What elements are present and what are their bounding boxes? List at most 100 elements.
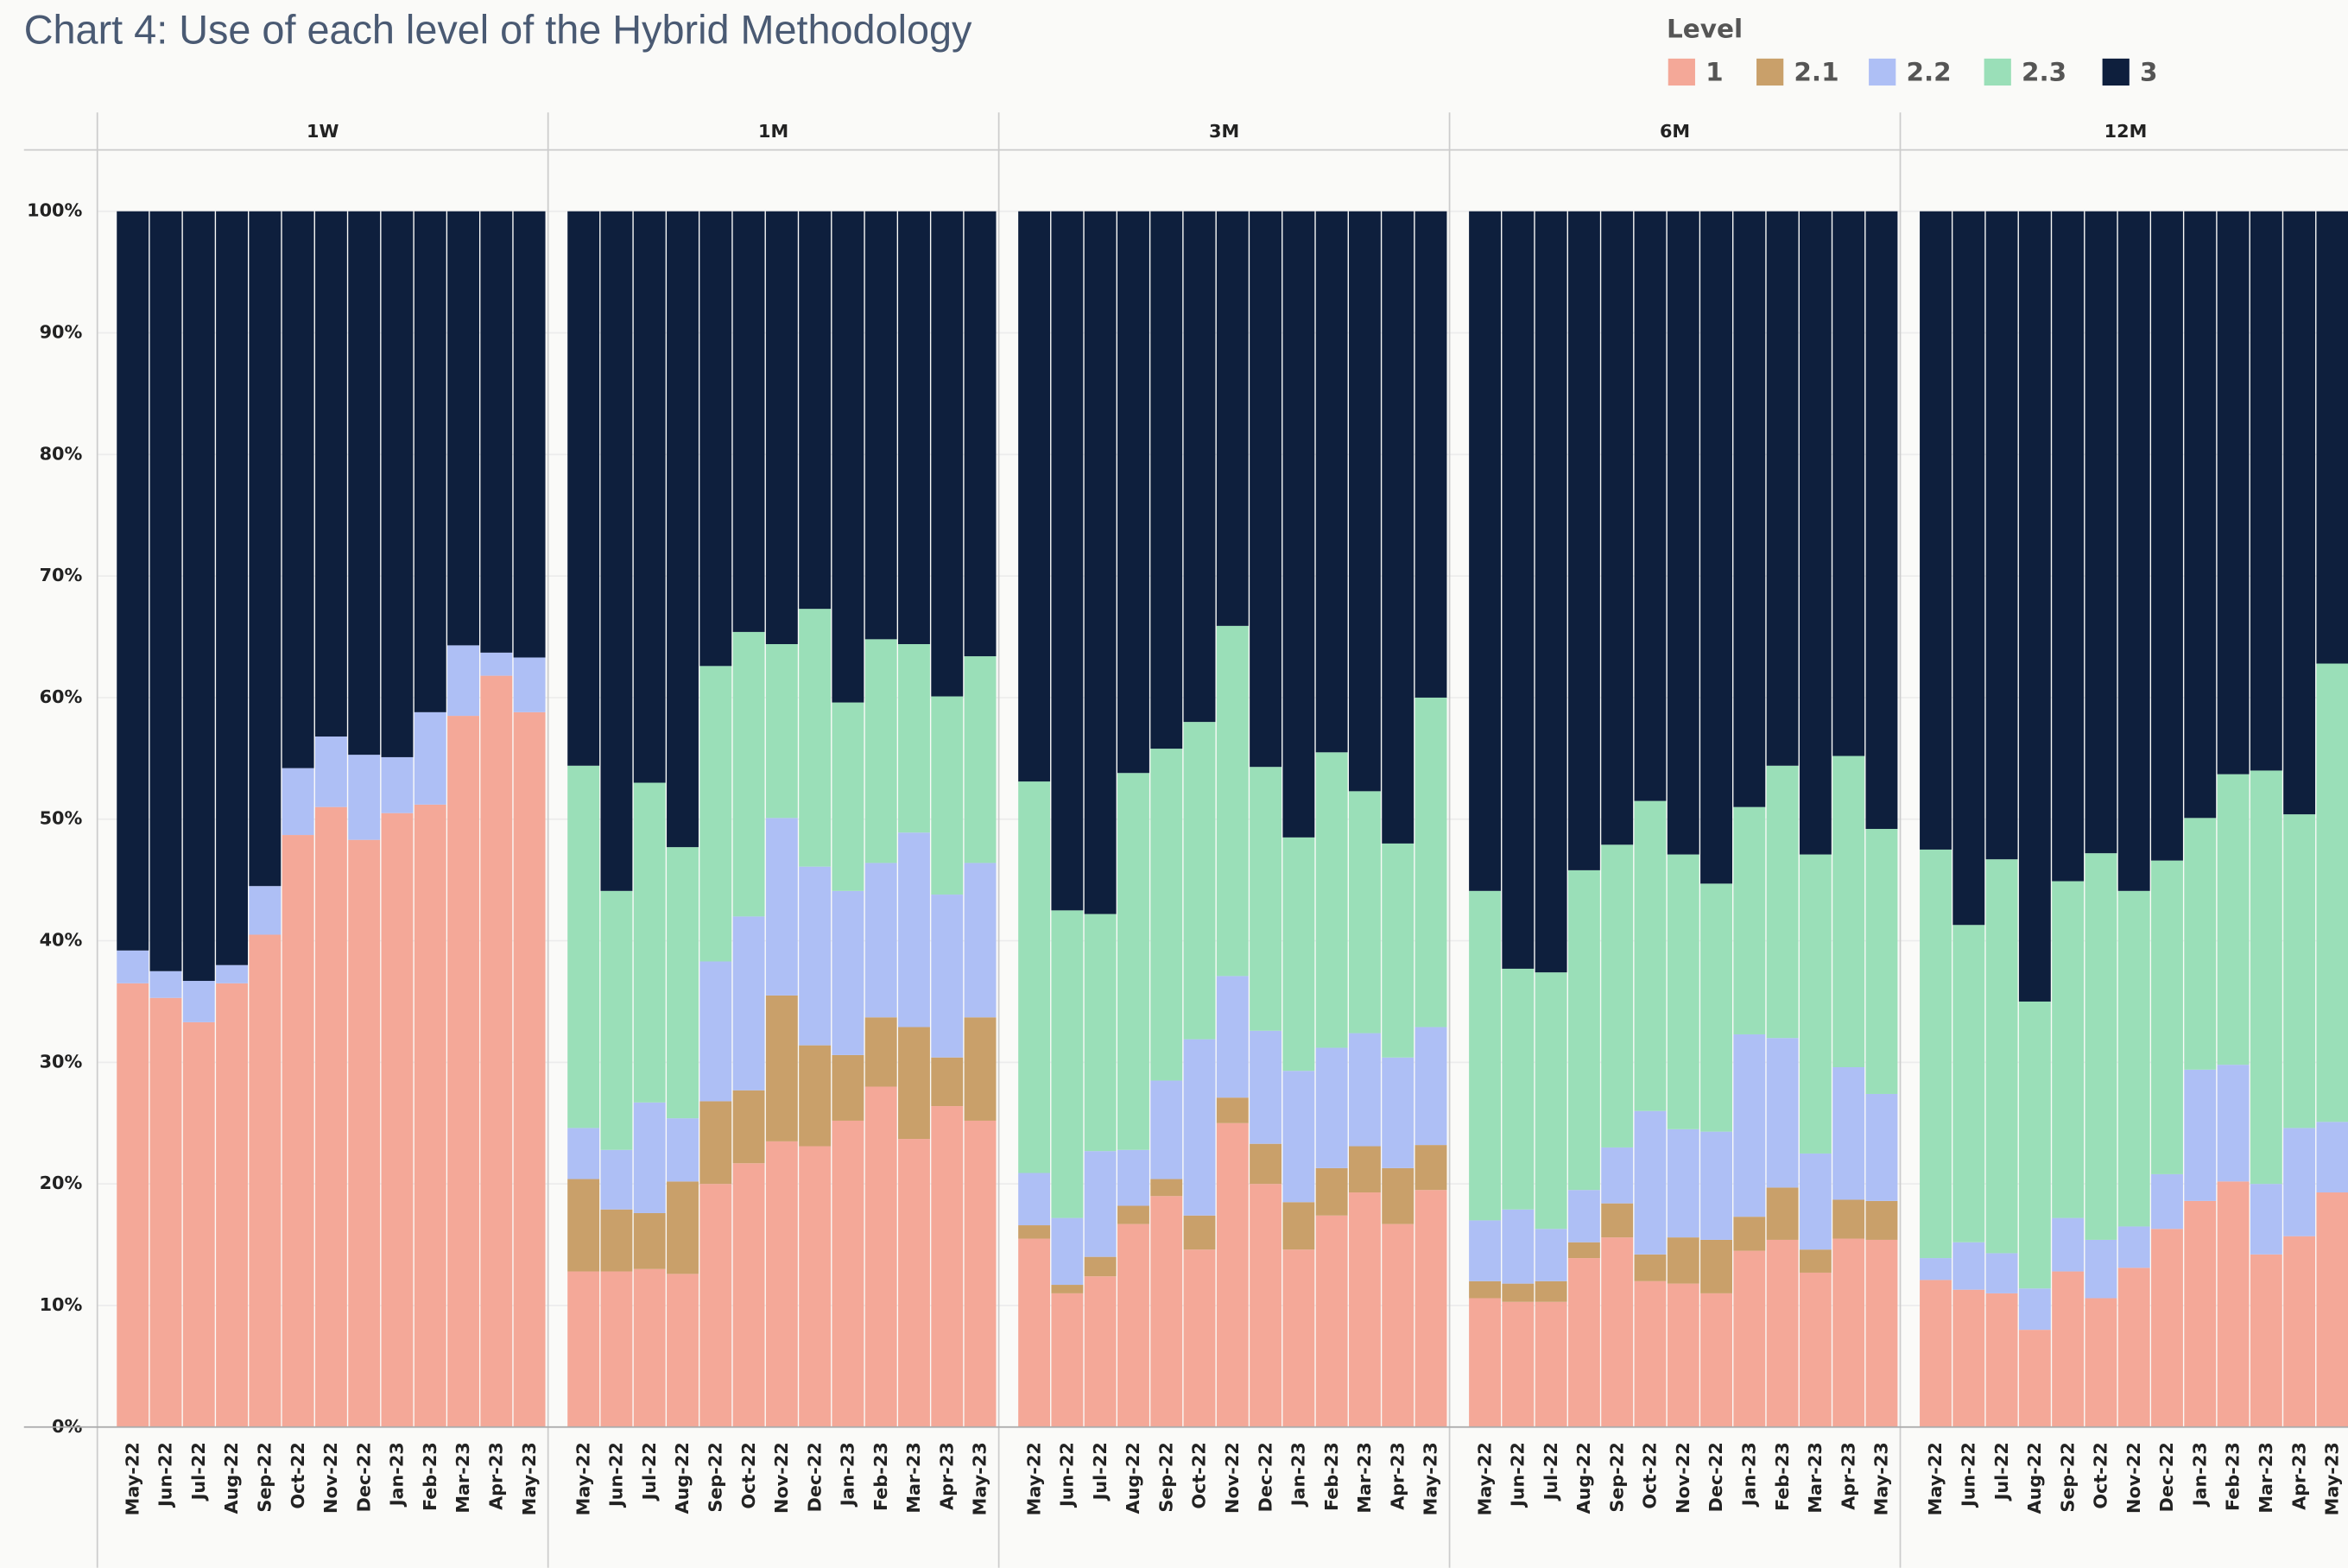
bar-segment: [2018, 1288, 2051, 1331]
bar-segment: [567, 211, 600, 766]
bar-segment: [216, 211, 248, 965]
bar-segment: [1700, 1131, 1732, 1240]
x-tick-label: Jan-23: [387, 1442, 408, 1508]
bar-segment: [2052, 1271, 2085, 1427]
bar-segment: [1502, 211, 1535, 969]
bar-segment: [600, 1209, 633, 1272]
bar-segment: [1667, 1237, 1699, 1284]
x-tick-label: Dec-22: [2156, 1442, 2177, 1512]
bar-segment: [567, 1179, 600, 1272]
bar-segment: [414, 211, 446, 712]
bar-segment: [1250, 1184, 1282, 1427]
bar-segment: [1667, 1129, 1699, 1238]
bar-segment: [832, 1120, 864, 1427]
chart-title: Chart 4: Use of each level of the Hybrid…: [24, 8, 972, 53]
bar-segment: [480, 675, 513, 1427]
x-tick-label: May-23: [519, 1442, 540, 1515]
bar-segment: [282, 768, 314, 836]
bar-segment: [1051, 211, 1084, 911]
bar-segment: [667, 847, 699, 1119]
bar-segment: [1183, 211, 1216, 723]
panel-label: 6M: [1660, 121, 1690, 142]
y-tick-label: 70%: [40, 565, 83, 585]
bar-segment: [1051, 1217, 1084, 1286]
bar-segment: [314, 806, 347, 1427]
bar-segment: [633, 1268, 666, 1427]
bar-segment: [633, 1102, 666, 1213]
bar-segment: [832, 890, 864, 1055]
bar-segment: [732, 916, 765, 1091]
bar-segment: [1952, 925, 1985, 1242]
x-tick-label: Mar-23: [2256, 1442, 2276, 1514]
x-tick-label: Nov-22: [320, 1442, 341, 1514]
bar-segment: [864, 863, 897, 1018]
bar-segment: [414, 804, 446, 1427]
bar-segment: [1084, 211, 1117, 914]
bar-segment: [480, 211, 513, 653]
bar-segment: [931, 211, 964, 697]
bar-segment: [1382, 1223, 1414, 1427]
bar-segment: [182, 211, 215, 982]
bar-segment: [1832, 756, 1865, 1067]
bar-segment: [1567, 1258, 1600, 1427]
legend-label: 2.3: [2022, 58, 2066, 87]
bar-segment: [1183, 722, 1216, 1040]
bar-segment: [216, 964, 248, 983]
bar-segment: [282, 835, 314, 1427]
x-tick-label: Sep-22: [1606, 1442, 1627, 1513]
bar-segment: [1315, 1167, 1348, 1216]
legend-swatch: [1668, 58, 1695, 86]
bar-segment: [1832, 1066, 1865, 1200]
bar-segment: [2085, 1239, 2117, 1299]
bar-segment: [732, 1163, 765, 1427]
legend-swatch: [2102, 58, 2130, 86]
bar-segment: [799, 866, 832, 1046]
bar-segment: [1018, 1225, 1051, 1239]
bar-segment: [1634, 1110, 1667, 1255]
bar-segment: [1920, 1258, 1952, 1280]
bar-segment: [1634, 1280, 1667, 1427]
x-tick-label: Jul-22: [188, 1442, 209, 1502]
x-tick-label: Jul-22: [1991, 1442, 2012, 1502]
x-tick-label: Jul-22: [1541, 1442, 1561, 1502]
bar-segment: [898, 643, 930, 833]
bar-segment: [1733, 1250, 1766, 1427]
bar-segment: [765, 1141, 798, 1427]
bar-segment: [732, 211, 765, 632]
bar-segment: [732, 1090, 765, 1164]
bar-segment: [2250, 1254, 2282, 1427]
bar-segment: [2085, 853, 2117, 1240]
bar-segment: [1634, 1254, 1667, 1281]
bar-segment: [898, 1027, 930, 1140]
bar-segment: [1382, 1057, 1414, 1168]
bar-segment: [2018, 1330, 2051, 1427]
bar-segment: [2151, 1229, 2183, 1427]
x-tick-label: Jun-22: [155, 1442, 176, 1508]
x-tick-label: May-22: [1474, 1442, 1495, 1515]
bar-segment: [864, 211, 897, 640]
bar-segment: [1766, 211, 1799, 766]
bar-segment: [832, 211, 864, 703]
bar-segment: [1051, 910, 1084, 1218]
bar-segment: [1535, 972, 1567, 1230]
x-tick-label: Nov-22: [1222, 1442, 1243, 1514]
bar-segment: [1469, 211, 1502, 891]
legend-label: 2.2: [1906, 58, 1951, 87]
bar-segment: [1952, 1289, 1985, 1427]
bar-segment: [1502, 1283, 1535, 1302]
panel-label: 1M: [758, 121, 788, 142]
bar-segment: [1150, 1179, 1183, 1197]
bar-segment: [2283, 814, 2316, 1129]
bar-segment: [348, 211, 381, 756]
x-tick-label: Mar-23: [903, 1442, 924, 1514]
bar-segment: [633, 1212, 666, 1269]
bar-segment: [799, 1146, 832, 1427]
x-tick-label: Jul-22: [1090, 1442, 1111, 1502]
bar-segment: [667, 1274, 699, 1427]
bar-segment: [1952, 211, 1985, 926]
x-tick-label: Jan-23: [2189, 1442, 2210, 1508]
bar-segment: [1183, 1215, 1216, 1250]
bar-segment: [964, 656, 997, 863]
bar-segment: [1183, 1039, 1216, 1216]
